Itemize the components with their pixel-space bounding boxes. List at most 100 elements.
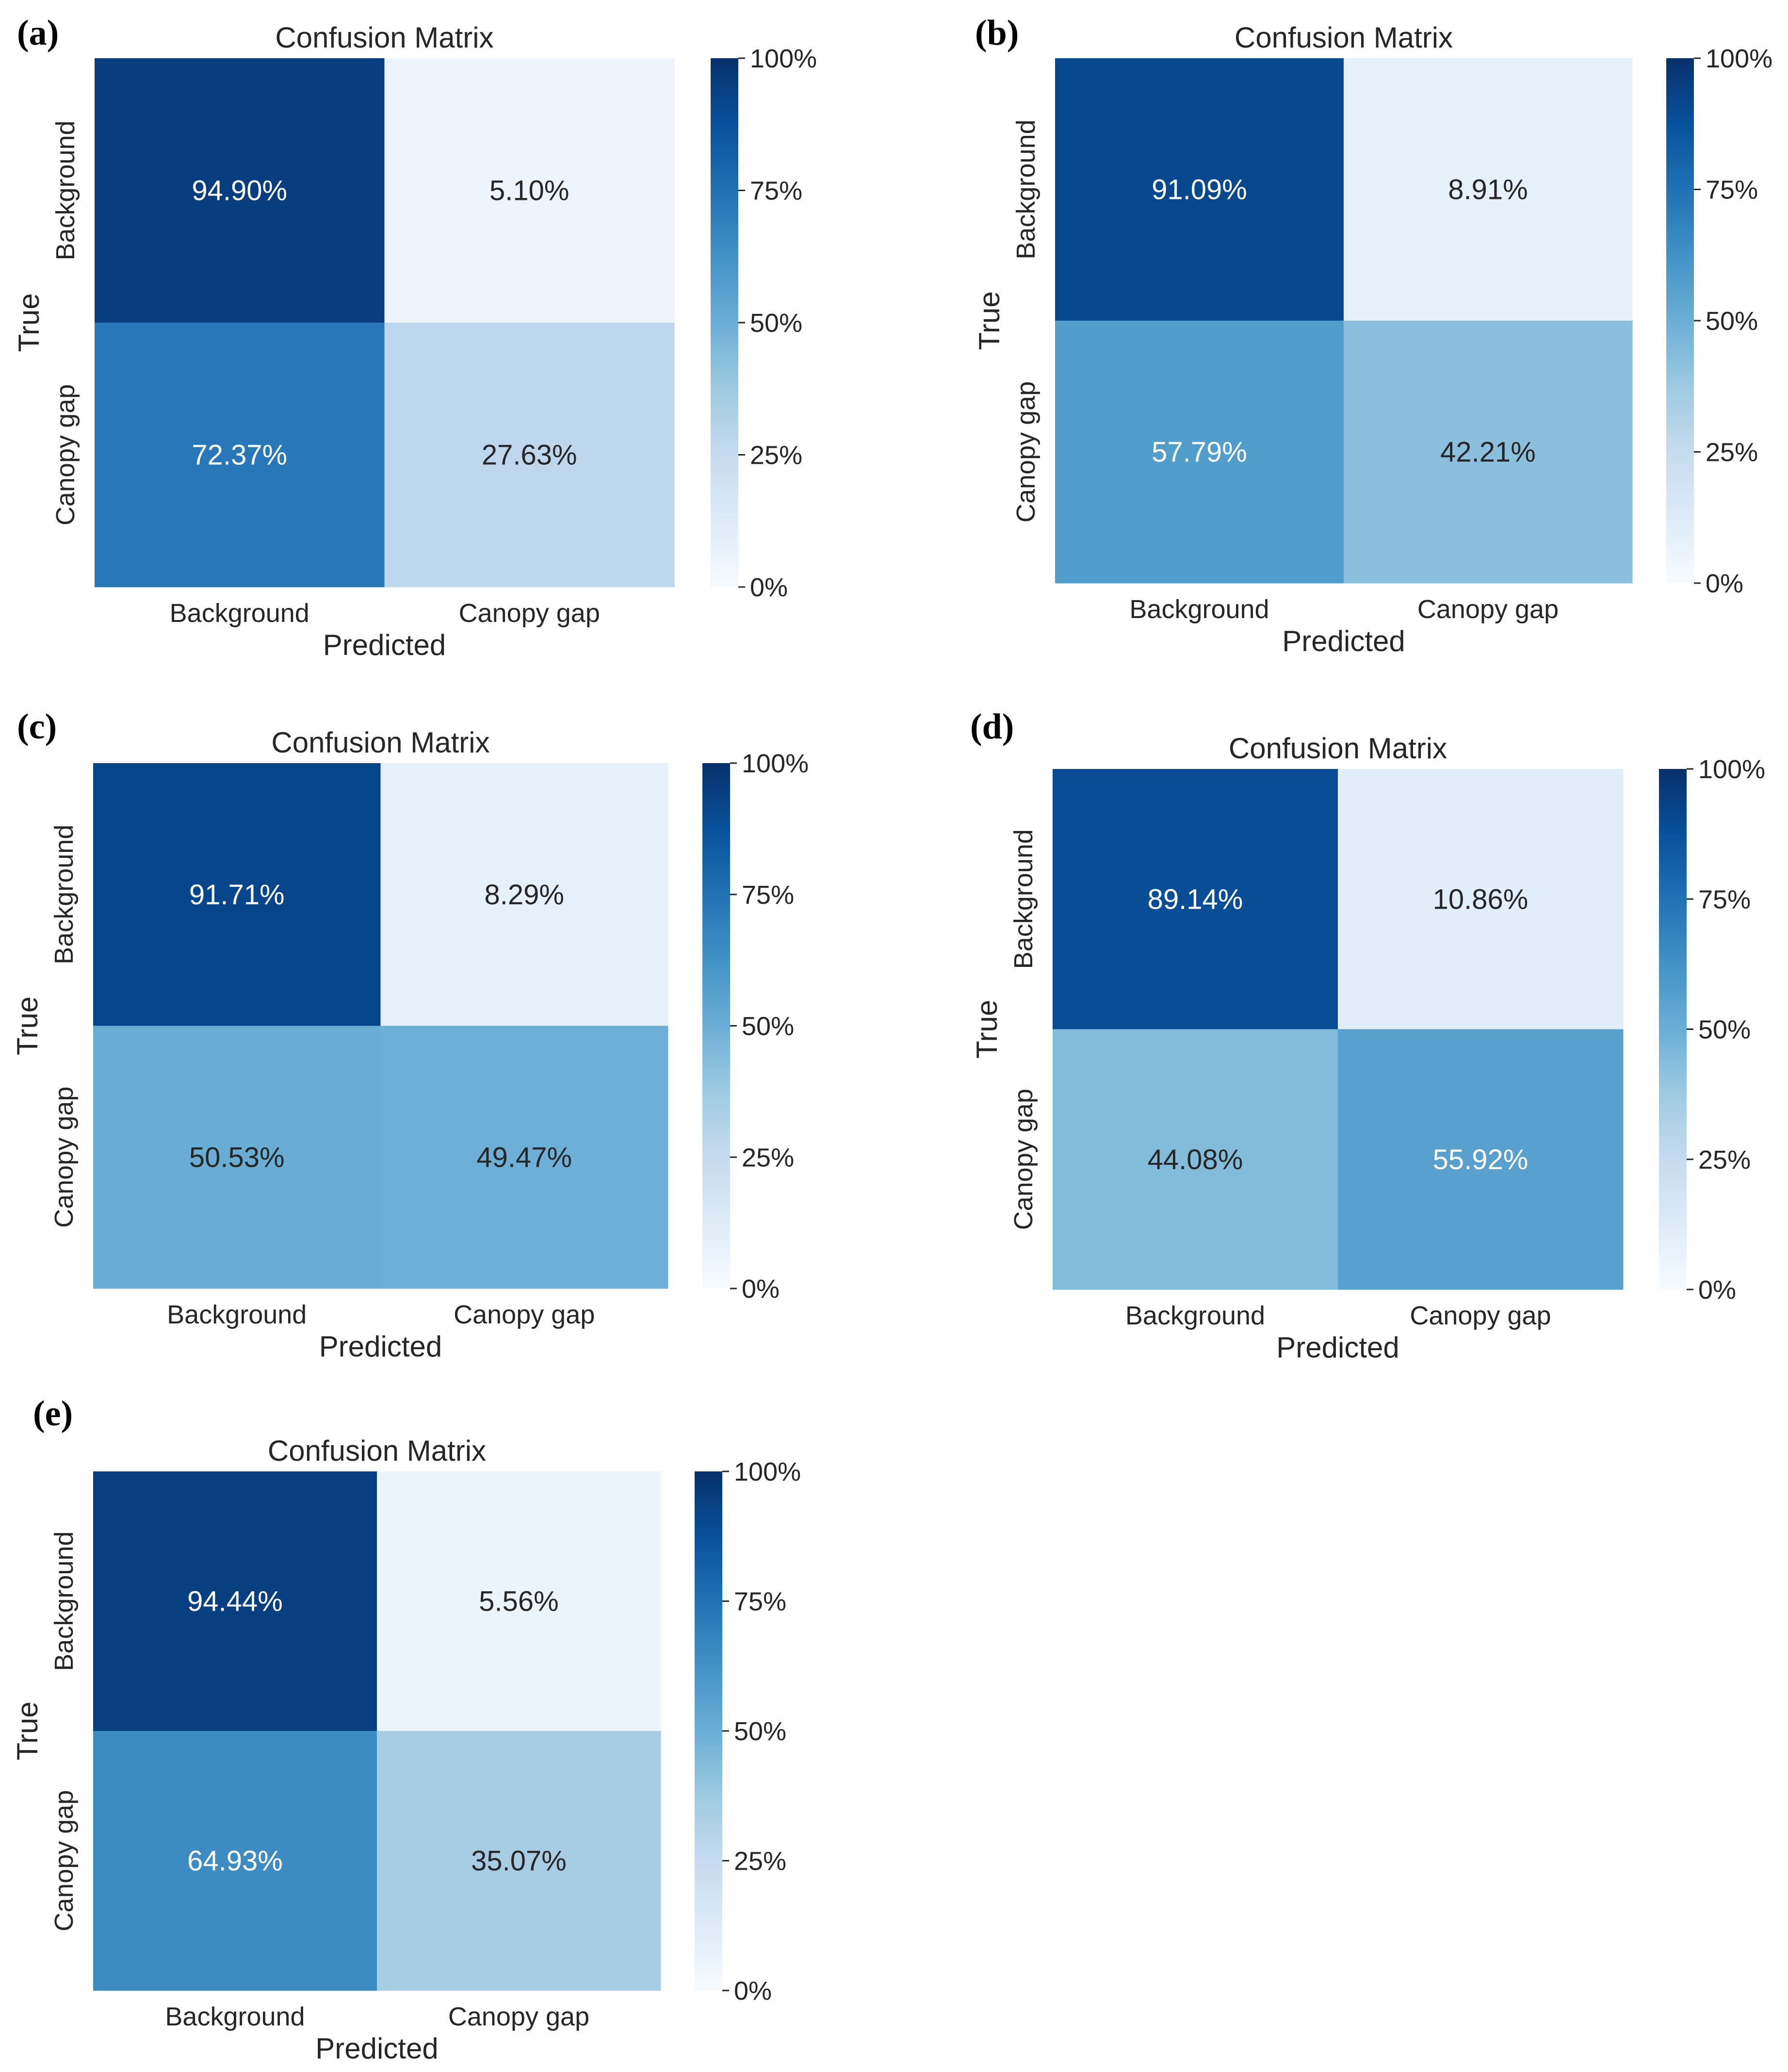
cell-label: 27.63% xyxy=(482,440,577,471)
colorbar xyxy=(695,1471,722,1990)
y-tick-label: Canopy gap xyxy=(49,1790,79,1931)
confusion-matrix-panel-d: (d) Confusion Matrix 89.14% 10.86% 44.08% 55.… xyxy=(970,707,1765,1364)
cell-label: 49.47% xyxy=(476,1142,572,1173)
y-tick-label: Canopy gap xyxy=(1009,1089,1038,1230)
y-axis-label: True xyxy=(973,291,1006,350)
heatmap-cell xyxy=(95,58,385,323)
y-tick-label: Canopy gap xyxy=(1011,381,1040,522)
colorbar-tick-label: 75% xyxy=(1706,176,1758,205)
cell-label: 91.71% xyxy=(189,879,285,911)
x-tick-label: Canopy gap xyxy=(448,2002,589,2031)
heatmap-cell xyxy=(377,1731,661,1991)
heatmap-cell xyxy=(93,1731,377,1991)
y-tick-label: Background xyxy=(51,120,80,260)
cell-label: 50.53% xyxy=(189,1142,285,1173)
cell-label: 10.86% xyxy=(1433,883,1528,915)
heatmap-cell xyxy=(1055,58,1344,321)
x-axis-label: Predicted xyxy=(1276,1331,1399,1364)
colorbar-tick-label: 100% xyxy=(734,1457,801,1486)
colorbar-tick-label: 50% xyxy=(742,1012,794,1041)
colorbar-tick-label: 0% xyxy=(750,573,788,602)
heatmap-cell xyxy=(93,1471,377,1731)
x-axis-label: Predicted xyxy=(319,1330,442,1363)
heatmap-cell xyxy=(95,323,385,587)
cell-label: 42.21% xyxy=(1440,437,1536,468)
cell-label: 94.44% xyxy=(187,1586,283,1617)
colorbar-tick-label: 100% xyxy=(742,749,809,778)
heatmap-cell xyxy=(384,58,675,323)
colorbar-tick-label: 100% xyxy=(750,44,817,73)
colorbar-tick-label: 50% xyxy=(750,309,802,338)
colorbar xyxy=(1666,58,1694,583)
heatmap-cell xyxy=(1344,58,1633,321)
colorbar-tick-label: 75% xyxy=(750,177,802,206)
x-tick-label: Background xyxy=(1125,1301,1265,1330)
colorbar-tick-label: 75% xyxy=(734,1587,786,1616)
y-axis-label: True xyxy=(13,293,45,352)
y-tick-label: Background xyxy=(49,825,79,964)
colorbar-tick-label: 50% xyxy=(1698,1015,1751,1044)
cell-label: 57.79% xyxy=(1152,437,1247,468)
y-tick-label: Canopy gap xyxy=(49,1087,79,1228)
heatmap-cell xyxy=(1338,769,1624,1029)
colorbar-tick-label: 25% xyxy=(742,1143,794,1172)
colorbar-tick-label: 100% xyxy=(1698,755,1765,784)
y-tick-label: Background xyxy=(1011,119,1040,259)
panel-label: (c) xyxy=(17,707,57,747)
colorbar-tick-label: 25% xyxy=(750,441,802,470)
heatmap-cell xyxy=(1055,321,1344,584)
heatmap-cell xyxy=(380,763,668,1026)
colorbar-tick-label: 50% xyxy=(734,1717,786,1746)
cell-label: 44.08% xyxy=(1148,1144,1243,1175)
cell-label: 94.90% xyxy=(192,175,287,207)
chart-title: Confusion Matrix xyxy=(1235,21,1453,54)
cell-label: 5.10% xyxy=(489,175,569,207)
heatmap-cell xyxy=(1338,1029,1624,1290)
panel-label: (e) xyxy=(33,1394,73,1434)
colorbar-tick-label: 25% xyxy=(734,1847,786,1876)
chart-title: Confusion Matrix xyxy=(271,726,489,759)
x-tick-label: Canopy gap xyxy=(1410,1301,1551,1330)
heatmap-cell xyxy=(93,763,381,1026)
heatmap-cell xyxy=(1053,769,1338,1029)
colorbar-tick-label: 75% xyxy=(742,881,794,910)
cell-label: 8.91% xyxy=(1448,174,1528,206)
cell-label: 89.14% xyxy=(1148,883,1243,915)
y-axis-label: True xyxy=(971,1000,1003,1059)
x-tick-label: Background xyxy=(165,2002,305,2031)
x-axis-label: Predicted xyxy=(315,2032,438,2065)
x-tick-label: Background xyxy=(1129,595,1269,624)
colorbar-tick-label: 0% xyxy=(1698,1275,1736,1305)
cell-label: 91.09% xyxy=(1152,174,1247,206)
colorbar-tick-label: 0% xyxy=(742,1274,780,1304)
x-axis-label: Predicted xyxy=(323,629,446,661)
x-tick-label: Background xyxy=(167,1300,307,1329)
heatmap-cell xyxy=(93,1026,381,1289)
y-tick-label: Background xyxy=(1009,829,1038,969)
x-tick-label: Canopy gap xyxy=(459,599,600,628)
colorbar-tick-label: 50% xyxy=(1706,307,1758,336)
y-axis-label: True xyxy=(11,996,44,1055)
chart-title: Confusion Matrix xyxy=(275,21,493,54)
heatmap-cell xyxy=(380,1026,668,1289)
panel-label: (b) xyxy=(975,13,1019,53)
cell-label: 72.37% xyxy=(192,440,287,471)
confusion-matrix-panel-b: (b) Confusion Matrix 91.09% 8.91% 57.79% 42.2… xyxy=(973,13,1772,657)
heatmap-cell xyxy=(1344,321,1633,584)
colorbar-tick-label: 25% xyxy=(1706,438,1758,467)
colorbar-tick-label: 25% xyxy=(1698,1145,1751,1175)
colorbar xyxy=(1659,769,1687,1289)
x-tick-label: Background xyxy=(170,599,309,628)
y-axis-label: True xyxy=(11,1701,44,1760)
cell-label: 64.93% xyxy=(187,1845,283,1877)
colorbar-tick-label: 0% xyxy=(734,1976,772,2006)
colorbar xyxy=(711,58,738,587)
cell-label: 5.56% xyxy=(479,1586,558,1617)
colorbar-tick-label: 75% xyxy=(1698,885,1751,914)
cell-label: 55.92% xyxy=(1433,1144,1528,1175)
heatmap-cell xyxy=(1053,1029,1338,1290)
heatmap-cell xyxy=(377,1471,661,1731)
panel-label: (a) xyxy=(17,13,59,53)
chart-title: Confusion Matrix xyxy=(1229,732,1447,765)
